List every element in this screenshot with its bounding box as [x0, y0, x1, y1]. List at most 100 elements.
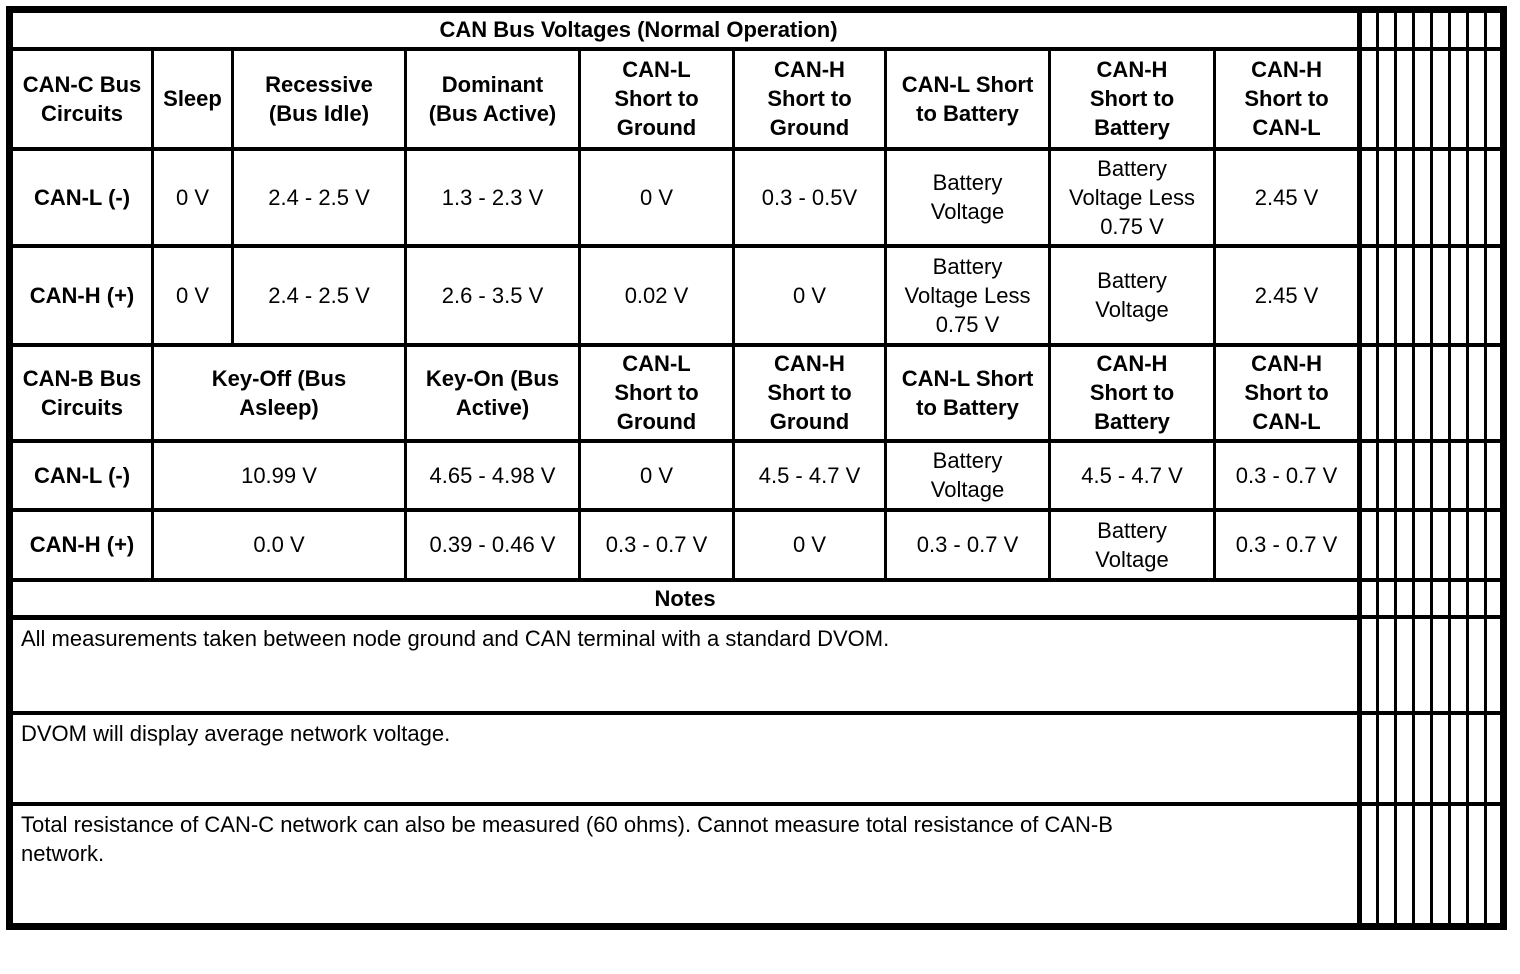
notes-title: Notes: [7, 577, 1363, 620]
header-canb-bus-circuits: CAN-B Bus Circuits: [8, 342, 154, 443]
empty-narrow-cell: [1394, 243, 1416, 347]
empty-narrow-cell: [1394, 146, 1416, 248]
empty-narrow-cell: [1430, 711, 1452, 806]
empty-narrow-cell: [1412, 711, 1434, 806]
header-canl-short-battery: CAN-L Short to Battery: [884, 342, 1051, 443]
empty-narrow-cell: [1412, 7, 1434, 50]
voltage-cell: Battery Voltage: [1048, 243, 1216, 347]
empty-narrow-cell: [1394, 342, 1416, 443]
empty-narrow-cell: [1358, 507, 1380, 582]
empty-narrow-cell: [1358, 802, 1380, 928]
empty-narrow-cell: [1376, 577, 1398, 619]
empty-narrow-cell: [1484, 7, 1506, 50]
empty-narrow-cell: [1394, 615, 1416, 715]
empty-narrow-cell: [1448, 7, 1470, 50]
voltage-cell: 0 V: [151, 243, 234, 347]
empty-narrow-cell: [1484, 615, 1506, 715]
canb-canl-row: CAN-L (-) 10.99 V 4.65 - 4.98 V 0 V 4.5 …: [8, 438, 1506, 512]
can-bus-voltages-table: CAN Bus Voltages (Normal Operation) CAN-…: [6, 6, 1508, 930]
voltage-cell: 0.02 V: [578, 243, 735, 347]
empty-narrow-cell: [1430, 7, 1452, 50]
empty-narrow-cell: [1430, 438, 1452, 512]
empty-narrow-cell: [1484, 46, 1506, 151]
empty-narrow-cell: [1376, 802, 1398, 928]
empty-narrow-cell: [1484, 146, 1506, 248]
empty-narrow-cell: [1484, 438, 1506, 512]
canb-canh-row: CAN-H (+) 0.0 V 0.39 - 0.46 V 0.3 - 0.7 …: [8, 507, 1506, 582]
voltage-cell: 0.3 - 0.5V: [732, 146, 887, 248]
empty-narrow-cell: [1412, 507, 1434, 582]
empty-narrow-cell: [1412, 243, 1434, 347]
empty-narrow-cell: [1358, 243, 1380, 347]
voltage-cell: 1.3 - 2.3 V: [404, 146, 581, 248]
empty-narrow-cell: [1376, 438, 1398, 512]
empty-narrow-cell: [1394, 802, 1416, 928]
empty-narrow-cell: [1376, 342, 1398, 443]
voltage-cell: 0.3 - 0.7 V: [1212, 507, 1363, 582]
empty-narrow-cell: [1358, 146, 1380, 248]
empty-narrow-cell: [1412, 802, 1434, 928]
header-canl-short-battery: CAN-L Short to Battery: [884, 46, 1051, 151]
voltage-cell: Battery Voltage: [884, 438, 1051, 512]
voltage-cell: 2.45 V: [1212, 243, 1363, 347]
empty-narrow-cell: [1394, 46, 1416, 151]
voltage-cell: Battery Voltage: [1048, 507, 1216, 582]
empty-narrow-cell: [1430, 342, 1452, 443]
voltage-cell: Battery Voltage Less 0.75 V: [1048, 146, 1216, 248]
empty-narrow-cell: [1412, 46, 1434, 151]
empty-narrow-cell: [1358, 438, 1380, 512]
header-canh-short-canl: CAN-H Short to CAN-L: [1212, 46, 1363, 151]
empty-narrow-cell: [1430, 577, 1452, 619]
empty-narrow-cell: [1484, 243, 1506, 347]
voltage-cell: 10.99 V: [151, 438, 407, 512]
empty-narrow-cell: [1358, 342, 1380, 443]
voltage-cell: Battery Voltage: [884, 146, 1051, 248]
header-canh-short-battery: CAN-H Short to Battery: [1048, 46, 1216, 151]
row-label: CAN-L (-): [8, 146, 154, 248]
header-canh-short-canl: CAN-H Short to CAN-L: [1212, 342, 1363, 443]
header-dominant: Dominant (Bus Active): [404, 46, 581, 151]
empty-narrow-cell: [1484, 711, 1506, 806]
note-row: DVOM will display average network voltag…: [7, 711, 1506, 806]
header-recessive: Recessive (Bus Idle): [231, 46, 407, 151]
empty-narrow-cell: [1376, 146, 1398, 248]
row-label: CAN-H (+): [8, 243, 154, 347]
voltage-cell: 0 V: [732, 507, 887, 582]
empty-narrow-cell: [1376, 243, 1398, 347]
row-label: CAN-L (-): [8, 438, 154, 512]
header-sleep: Sleep: [151, 46, 234, 151]
empty-narrow-cell: [1376, 615, 1398, 715]
empty-narrow-cell: [1448, 802, 1470, 928]
voltage-cell: Battery Voltage Less 0.75 V: [884, 243, 1051, 347]
voltage-cell: 2.45 V: [1212, 146, 1363, 248]
empty-narrow-cell: [1448, 46, 1470, 151]
empty-narrow-cell: [1376, 507, 1398, 582]
note-text: Total resistance of CAN-C network can al…: [7, 802, 1363, 928]
voltage-cell: 0 V: [578, 146, 735, 248]
note-text: DVOM will display average network voltag…: [7, 711, 1363, 806]
empty-narrow-cell: [1448, 342, 1470, 443]
note-text: All measurements taken between node grou…: [7, 615, 1363, 715]
voltage-cell: 0 V: [732, 243, 887, 347]
empty-narrow-cell: [1394, 7, 1416, 50]
empty-narrow-cell: [1466, 438, 1488, 512]
empty-narrow-cell: [1358, 615, 1380, 715]
voltage-cell: 0 V: [151, 146, 234, 248]
voltage-cell: 4.65 - 4.98 V: [404, 438, 581, 512]
empty-narrow-cell: [1448, 577, 1470, 619]
empty-narrow-cell: [1484, 507, 1506, 582]
title-row: CAN Bus Voltages (Normal Operation): [7, 7, 1506, 50]
empty-narrow-cell: [1448, 615, 1470, 715]
empty-narrow-cell: [1466, 146, 1488, 248]
empty-narrow-cell: [1376, 46, 1398, 151]
empty-narrow-cell: [1430, 507, 1452, 582]
canb-header-row: CAN-B Bus Circuits Key-Off (Bus Asleep) …: [8, 342, 1506, 443]
header-canl-short-ground: CAN-L Short to Ground: [578, 46, 735, 151]
voltage-cell: 0.3 - 0.7 V: [884, 507, 1051, 582]
empty-narrow-cell: [1448, 711, 1470, 806]
empty-narrow-cell: [1466, 243, 1488, 347]
canc-canh-row: CAN-H (+) 0 V 2.4 - 2.5 V 2.6 - 3.5 V 0.…: [8, 243, 1506, 347]
empty-narrow-cell: [1430, 243, 1452, 347]
header-key-off: Key-Off (Bus Asleep): [151, 342, 407, 443]
empty-narrow-cell: [1412, 577, 1434, 619]
